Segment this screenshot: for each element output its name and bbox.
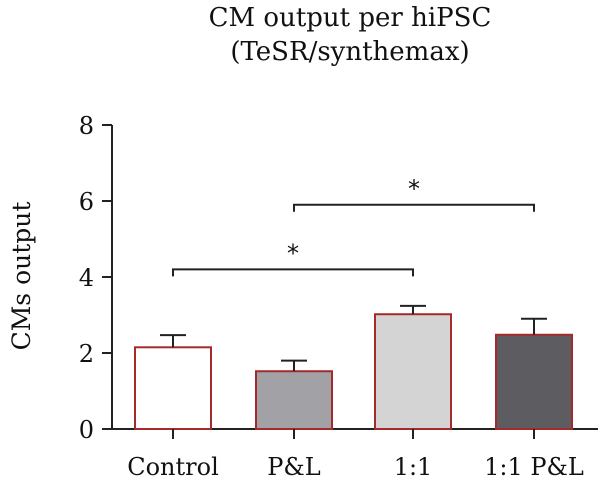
plot-area: 0 2 4 6 8 Control P&L 1:1 1:1 P&L * * [79, 112, 598, 481]
y-tick-label: 0 [79, 416, 94, 444]
bar [255, 370, 333, 430]
chart-title: CM output per hiPSC [209, 3, 492, 33]
significance-star: * [408, 175, 420, 203]
bar [134, 346, 212, 430]
y-tick-label: 6 [79, 188, 94, 216]
y-tick-label: 4 [79, 264, 94, 292]
bar [374, 313, 452, 430]
x-tick-label: 1:1 P&L [484, 453, 584, 481]
significance-bracket [172, 268, 414, 277]
y-axis-label: CMs output [7, 202, 36, 351]
chart-subtitle: (TeSR/synthemax) [230, 37, 469, 67]
x-tick-label: 1:1 [394, 453, 433, 481]
x-tick-label: P&L [267, 453, 321, 481]
y-tick-label: 2 [79, 340, 94, 368]
significance-star: * [287, 239, 299, 267]
bar [495, 333, 573, 431]
x-tick-label: Control [127, 453, 219, 481]
y-tick-label: 8 [79, 112, 94, 140]
significance-bracket [293, 203, 535, 212]
